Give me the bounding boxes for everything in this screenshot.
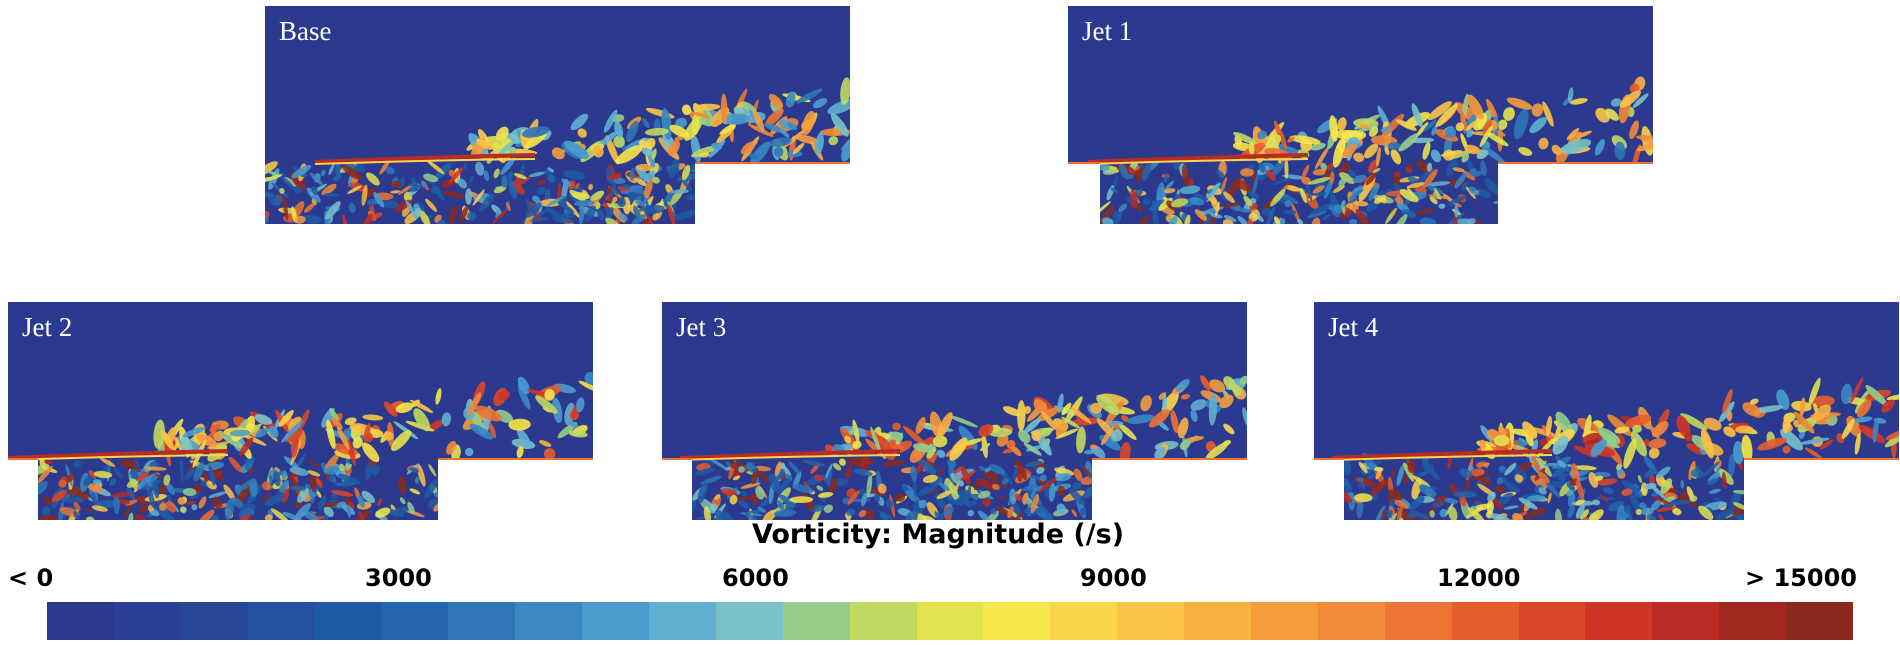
colorbar-swatch (1384, 602, 1452, 640)
vorticity-field-jet-1 (1068, 6, 1653, 224)
vorticity-field-jet-4 (1314, 302, 1899, 520)
colorbar-swatch (849, 602, 917, 640)
colorbar-swatch (448, 602, 516, 640)
colorbar-swatch (47, 602, 114, 640)
panel-base: Base (265, 6, 850, 228)
vorticity-field-jet-3 (662, 302, 1247, 520)
panel-jet-1: Jet 1 (1068, 6, 1653, 228)
colorbar-swatch (1117, 602, 1185, 640)
vorticity-field-jet-2 (8, 302, 593, 520)
panel-jet-2: Jet 2 (8, 302, 593, 524)
vorticity-field-base (265, 6, 850, 224)
colorbar-swatch (1518, 602, 1586, 640)
colorbar-swatch (1585, 602, 1653, 640)
colorbar-swatch (582, 602, 650, 640)
panel-label-jet-4: Jet 4 (1328, 312, 1379, 342)
colorbar-swatch (1050, 602, 1118, 640)
colorbar-swatch (180, 602, 248, 640)
colorbar-tick: < 0 (8, 564, 54, 592)
colorbar-swatch (314, 602, 382, 640)
colorbar-swatch (1251, 602, 1318, 640)
colorbar-swatch (1451, 602, 1519, 640)
panel-label-jet-1: Jet 1 (1082, 16, 1133, 46)
colorbar-swatch (113, 602, 181, 640)
colorbar-swatch (1786, 602, 1854, 640)
colorbar-swatch (515, 602, 583, 640)
colorbar-title: Vorticity: Magnitude (/s) (751, 519, 1125, 550)
colorbar-swatch (1317, 602, 1385, 640)
colorbar-swatch (1184, 602, 1252, 640)
colorbar-swatch (715, 602, 783, 640)
panel-jet-3: Jet 3 (662, 302, 1247, 524)
colorbar-swatch (247, 602, 315, 640)
colorbar-tick: 12000 (1437, 564, 1521, 592)
colorbar-tick: 9000 (1080, 564, 1147, 592)
colorbar-tick: 6000 (722, 564, 789, 592)
panel-jet-4: Jet 4 (1314, 302, 1899, 524)
colorbar-swatch (782, 602, 850, 640)
colorbar-swatch (916, 602, 984, 640)
colorbar (47, 602, 1854, 640)
colorbar-tick: 3000 (365, 564, 432, 592)
panel-label-jet-3: Jet 3 (676, 312, 727, 342)
panel-label-base: Base (279, 16, 332, 46)
colorbar-swatch (1652, 602, 1720, 640)
colorbar-swatch (649, 602, 716, 640)
colorbar-swatch (381, 602, 449, 640)
colorbar-swatch (1719, 602, 1787, 640)
colorbar-tick: > 15000 (1745, 564, 1857, 592)
panel-label-jet-2: Jet 2 (22, 312, 73, 342)
colorbar-swatch (983, 602, 1051, 640)
